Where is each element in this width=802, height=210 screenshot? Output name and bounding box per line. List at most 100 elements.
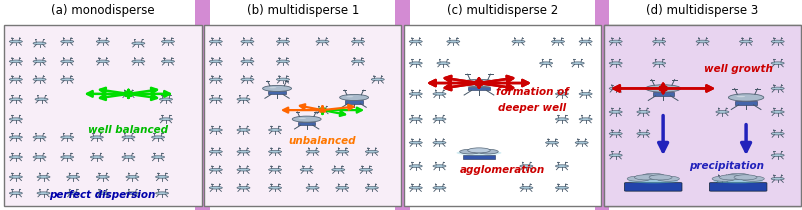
Bar (594, 0, 609, 210)
Ellipse shape (770, 111, 784, 113)
Text: (a) monodisperse: (a) monodisperse (51, 4, 155, 17)
Ellipse shape (578, 93, 591, 95)
Ellipse shape (446, 40, 460, 43)
Bar (462, 155, 494, 159)
Ellipse shape (409, 93, 422, 95)
Ellipse shape (156, 192, 168, 194)
Ellipse shape (733, 175, 756, 180)
Ellipse shape (770, 177, 784, 180)
Ellipse shape (409, 62, 422, 64)
Ellipse shape (122, 156, 135, 158)
Ellipse shape (209, 78, 222, 81)
Ellipse shape (578, 40, 591, 43)
Ellipse shape (641, 173, 664, 178)
FancyBboxPatch shape (4, 25, 201, 206)
Ellipse shape (409, 186, 422, 189)
Ellipse shape (10, 136, 22, 139)
Ellipse shape (209, 186, 222, 189)
Ellipse shape (276, 78, 289, 81)
Ellipse shape (61, 156, 74, 158)
Ellipse shape (335, 150, 348, 153)
Ellipse shape (10, 176, 22, 178)
Ellipse shape (409, 118, 422, 121)
Ellipse shape (626, 176, 650, 181)
Ellipse shape (770, 87, 784, 90)
Text: agglomeration: agglomeration (460, 165, 545, 175)
Ellipse shape (468, 81, 477, 83)
Ellipse shape (209, 98, 222, 101)
Ellipse shape (634, 175, 657, 180)
Ellipse shape (306, 186, 318, 189)
Ellipse shape (315, 40, 329, 43)
Ellipse shape (735, 96, 744, 97)
Ellipse shape (715, 111, 728, 113)
Text: well growth: well growth (703, 64, 772, 74)
Ellipse shape (241, 78, 253, 81)
Ellipse shape (61, 78, 74, 81)
Ellipse shape (346, 96, 353, 97)
Ellipse shape (37, 192, 50, 194)
Ellipse shape (209, 40, 222, 43)
Ellipse shape (570, 62, 584, 64)
Ellipse shape (539, 62, 552, 64)
Text: precipitation: precipitation (688, 161, 763, 171)
Ellipse shape (237, 168, 249, 171)
Ellipse shape (627, 178, 678, 183)
Ellipse shape (456, 150, 500, 155)
Ellipse shape (33, 60, 46, 63)
Ellipse shape (711, 176, 734, 181)
Ellipse shape (555, 186, 568, 189)
Ellipse shape (726, 173, 749, 178)
Ellipse shape (315, 109, 329, 112)
Ellipse shape (770, 132, 784, 135)
Ellipse shape (268, 129, 282, 131)
Ellipse shape (33, 42, 46, 45)
Ellipse shape (161, 60, 174, 63)
Ellipse shape (371, 78, 384, 81)
Ellipse shape (156, 176, 168, 178)
Ellipse shape (132, 42, 144, 45)
Ellipse shape (306, 150, 318, 153)
Text: formation of: formation of (496, 87, 568, 97)
Ellipse shape (237, 186, 249, 189)
FancyBboxPatch shape (603, 25, 800, 206)
Ellipse shape (237, 98, 249, 101)
Ellipse shape (712, 178, 762, 183)
Text: deeper well: deeper well (497, 103, 565, 113)
Ellipse shape (609, 154, 622, 157)
Ellipse shape (67, 176, 79, 178)
Ellipse shape (292, 116, 321, 122)
Ellipse shape (10, 156, 22, 158)
Ellipse shape (652, 62, 665, 64)
Ellipse shape (10, 98, 22, 101)
Ellipse shape (10, 192, 22, 194)
Ellipse shape (33, 78, 46, 81)
Ellipse shape (122, 93, 135, 95)
Ellipse shape (609, 62, 622, 64)
Ellipse shape (61, 40, 74, 43)
Text: well balanced: well balanced (88, 125, 168, 135)
Ellipse shape (432, 186, 445, 189)
Bar (268, 92, 286, 94)
Bar (735, 101, 755, 105)
Ellipse shape (262, 85, 291, 92)
Ellipse shape (359, 168, 372, 171)
Ellipse shape (432, 118, 445, 121)
Ellipse shape (276, 60, 289, 63)
Ellipse shape (160, 98, 172, 101)
Ellipse shape (269, 87, 276, 88)
Ellipse shape (655, 176, 678, 181)
Ellipse shape (770, 40, 784, 43)
Ellipse shape (276, 40, 289, 43)
Ellipse shape (432, 165, 445, 167)
Ellipse shape (436, 62, 449, 64)
Ellipse shape (339, 94, 368, 101)
Ellipse shape (365, 150, 378, 153)
Ellipse shape (61, 60, 74, 63)
Ellipse shape (459, 149, 480, 154)
Text: (b) multidisperse 1: (b) multidisperse 1 (246, 4, 358, 17)
Ellipse shape (96, 192, 109, 194)
Ellipse shape (298, 118, 306, 119)
Ellipse shape (695, 40, 708, 43)
Ellipse shape (126, 192, 139, 194)
